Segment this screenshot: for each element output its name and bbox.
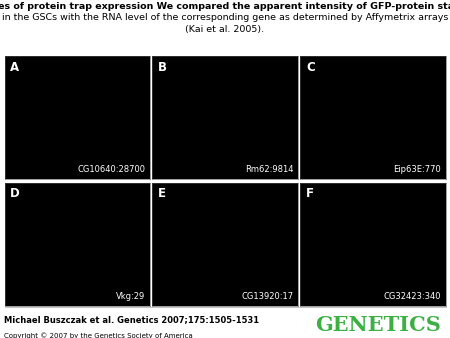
Text: Vkg:29: Vkg:29 [116,292,145,301]
Text: A: A [10,61,19,74]
Text: Copyright © 2007 by the Genetics Society of America: Copyright © 2007 by the Genetics Society… [4,332,193,338]
Text: CG13920:17: CG13920:17 [241,292,293,301]
Text: (Kai et al. 2005).: (Kai et al. 2005). [185,25,265,34]
Text: CG10640:28700: CG10640:28700 [77,165,145,174]
Text: Michael Buszczak et al. Genetics 2007;175:1505-1531: Michael Buszczak et al. Genetics 2007;17… [4,315,260,324]
Text: E: E [158,188,166,200]
Text: Studies of protein trap expression We compared the apparent intensity of GFP-pro: Studies of protein trap expression We co… [0,2,450,11]
Text: in the GSCs with the RNA level of the corresponding gene as determined by Affyme: in the GSCs with the RNA level of the co… [2,14,448,23]
Text: CG32423:340: CG32423:340 [384,292,441,301]
Text: D: D [10,188,20,200]
Text: GENETICS: GENETICS [315,315,441,335]
Text: B: B [158,61,167,74]
Text: Eip63E:770: Eip63E:770 [393,165,441,174]
Text: F: F [306,188,314,200]
Text: Rm62:9814: Rm62:9814 [245,165,293,174]
Text: C: C [306,61,315,74]
